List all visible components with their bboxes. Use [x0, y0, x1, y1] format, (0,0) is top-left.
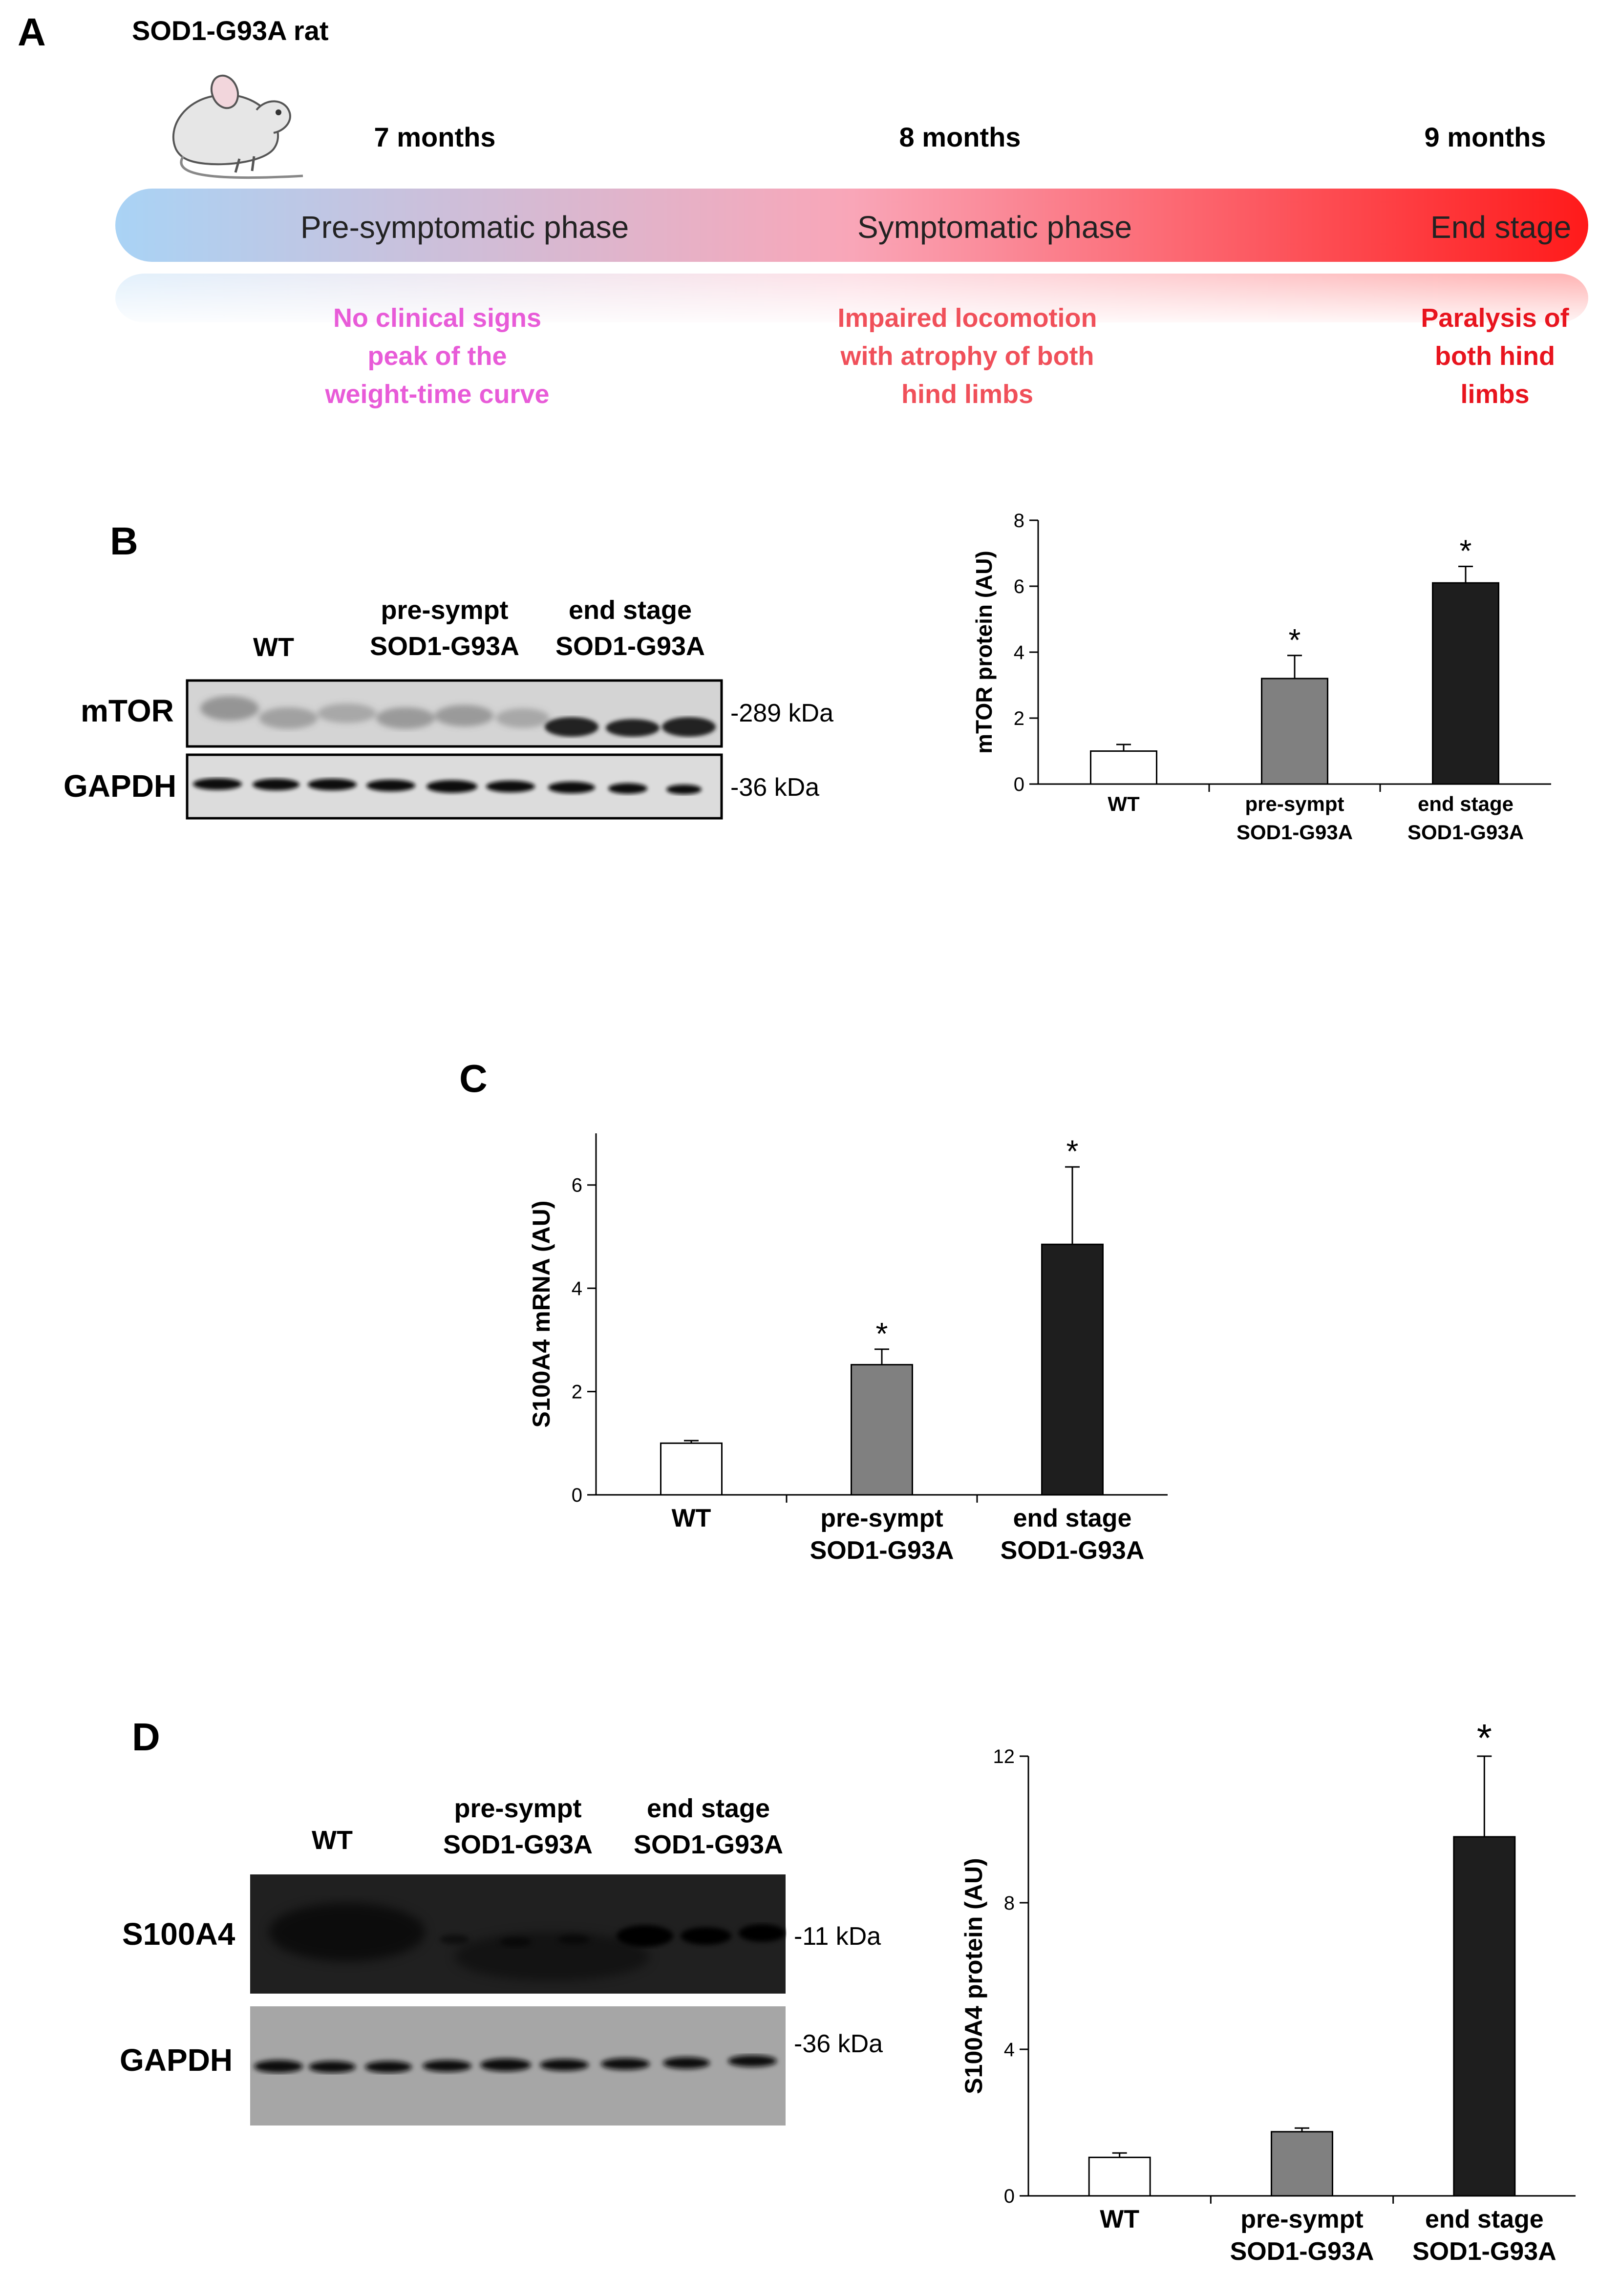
- panel-c-letter: C: [459, 1057, 488, 1100]
- blot-d-protein-s100a4: S100A4: [122, 1916, 235, 1952]
- phase-end-stage: End stage: [1430, 210, 1572, 245]
- phase-presymptomatic: Pre-symptomatic phase: [300, 210, 629, 245]
- panel-d-letter: D: [132, 1715, 160, 1759]
- y-tick-label: 8: [1014, 510, 1024, 531]
- blot-d-image: [250, 1874, 786, 2126]
- significance-star: *: [876, 1316, 888, 1351]
- bar: [1271, 2131, 1333, 2197]
- model-label: SOD1-G93A rat: [132, 15, 329, 46]
- rat-icon: [172, 74, 303, 179]
- x-tick-label: pre-sympt: [1240, 2205, 1363, 2233]
- x-tick-label: end stage: [1013, 1504, 1132, 1532]
- x-tick-label: SOD1-G93A: [810, 1536, 954, 1565]
- y-tick-label: 4: [572, 1278, 582, 1299]
- panel-b-letter: B: [110, 519, 138, 563]
- bar: [851, 1364, 913, 1496]
- significance-star: *: [1460, 533, 1472, 569]
- y-tick-label: 12: [993, 1746, 1015, 1767]
- y-axis-label: mTOR protein (AU): [971, 551, 997, 754]
- x-tick-label: SOD1-G93A: [1001, 1536, 1145, 1565]
- blot-d-lane-wt: WT: [312, 1826, 353, 1855]
- y-tick-label: 6: [572, 1175, 582, 1196]
- x-tick-label: end stage: [1418, 792, 1514, 815]
- blot-b-lane-wt: WT: [253, 633, 294, 662]
- x-tick-label: SOD1-G93A: [1412, 2237, 1556, 2266]
- x-tick-label: WT: [1108, 792, 1140, 815]
- blot-b-protein-mtor: mTOR: [81, 693, 174, 728]
- time-label-7: 7 months: [374, 122, 496, 152]
- blot-d-lane-presympt: pre-sympt SOD1-G93A: [443, 1794, 593, 1859]
- blot-b-image: [186, 679, 723, 820]
- panel-a-letter: A: [18, 10, 46, 54]
- y-tick-label: 4: [1004, 2039, 1015, 2061]
- y-tick-label: 2: [1014, 708, 1024, 729]
- y-axis-label: S100A4 protein (AU): [960, 1858, 987, 2094]
- significance-star: *: [1066, 1134, 1079, 1169]
- y-tick-label: 0: [1014, 774, 1024, 795]
- blot-d-size-s100a4: -11 kDa: [794, 1922, 881, 1951]
- chart-b: 0 2 4 6 8 mTOR protein (AU) WT * pre-sympt SOD1-G…: [971, 510, 1551, 844]
- timeline-bar: [112, 189, 1593, 330]
- chart-c: 0 2 4 6 S100A4 mRNA (AU) WT * pre-sympt SOD1-G93…: [528, 1133, 1168, 1565]
- desc-symptomatic: Impaired locomotion with atrophy of both…: [837, 303, 1097, 409]
- x-tick-label: pre-sympt: [1245, 792, 1344, 815]
- bar: [1432, 582, 1499, 785]
- x-tick-label: pre-sympt: [820, 1504, 943, 1532]
- x-tick-label: end stage: [1425, 2205, 1544, 2233]
- x-tick-label: WT: [672, 1504, 711, 1532]
- y-tick-label: 8: [1004, 1892, 1015, 1914]
- y-tick-label: 0: [572, 1485, 582, 1506]
- x-tick-label: SOD1-G93A: [1230, 2237, 1374, 2266]
- x-tick-label: WT: [1100, 2205, 1139, 2233]
- significance-star: *: [1477, 1720, 1492, 1760]
- bar: [660, 1442, 723, 1496]
- time-label-8: 8 months: [899, 122, 1021, 152]
- blot-d-size-gapdh: -36 kDa: [794, 2030, 883, 2058]
- time-label-9: 9 months: [1424, 122, 1546, 152]
- bar: [1453, 1836, 1516, 2197]
- x-tick-label: SOD1-G93A: [1237, 821, 1353, 844]
- y-axis-label: S100A4 mRNA (AU): [528, 1201, 555, 1428]
- y-tick-label: 2: [572, 1382, 582, 1403]
- y-tick-label: 6: [1014, 576, 1024, 597]
- desc-presymptomatic: No clinical signs peak of the weight-tim…: [325, 303, 550, 409]
- blot-b-lane-endstage: end stage SOD1-G93A: [555, 595, 705, 661]
- significance-star: *: [1289, 622, 1301, 658]
- bar: [1261, 678, 1328, 785]
- bar: [1041, 1243, 1104, 1496]
- x-tick-label: SOD1-G93A: [1407, 821, 1524, 844]
- phase-symptomatic: Symptomatic phase: [857, 210, 1132, 245]
- desc-end-stage: Paralysis of both hind limbs: [1421, 303, 1569, 409]
- y-tick-label: 4: [1014, 642, 1024, 663]
- blot-b-lane-presympt: pre-sympt SOD1-G93A: [369, 595, 520, 661]
- bar: [1088, 2156, 1151, 2197]
- blot-d-lane-endstage: end stage SOD1-G93A: [633, 1794, 784, 1859]
- blot-b-size-gapdh: -36 kDa: [730, 773, 820, 802]
- bar: [1090, 750, 1157, 785]
- blot-d-protein-gapdh: GAPDH: [120, 2042, 233, 2078]
- blot-b-size-mtor: -289 kDa: [730, 699, 833, 727]
- chart-d: 0 4 8 12 S100A4 protein (AU) WT pre-sympt SOD1-…: [960, 1720, 1576, 2266]
- y-tick-label: 0: [1004, 2186, 1015, 2207]
- blot-b-protein-gapdh: GAPDH: [64, 768, 177, 804]
